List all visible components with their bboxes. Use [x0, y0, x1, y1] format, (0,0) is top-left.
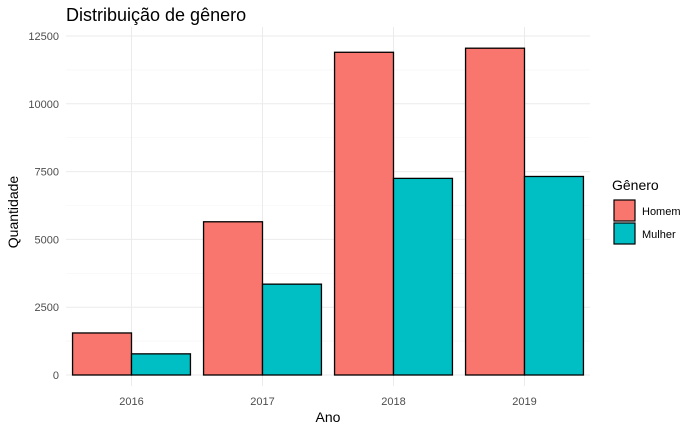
y-tick-label: 0	[53, 370, 59, 382]
legend-swatch-homem	[613, 199, 636, 222]
bar-homem-2018	[333, 51, 395, 376]
x-tick-label: 2016	[119, 396, 143, 408]
legend-label-homem: Homem	[642, 206, 681, 218]
bar-mulher-2016	[130, 353, 192, 376]
bar-homem-2019	[464, 47, 526, 376]
x-tick-label: 2017	[250, 396, 274, 408]
chart-title: Distribuição de gênero	[66, 5, 246, 25]
bar-homem-2016	[71, 332, 133, 376]
x-tick-label: 2018	[381, 396, 405, 408]
legend-label-mulher: Mulher	[642, 229, 676, 241]
x-axis-title: Ano	[316, 409, 341, 425]
legend-swatch-mulher	[613, 222, 636, 245]
bar-mulher-2018	[392, 177, 454, 376]
x-axis-tick-labels: 2016 2017 2018 2019	[119, 396, 536, 408]
y-axis-title: Quantidade	[5, 176, 21, 249]
legend: Gênero Homem Mulher	[612, 177, 681, 245]
bars	[71, 47, 585, 376]
y-axis-tick-labels: 0 2500 5000 7500 10000 12500	[28, 31, 59, 382]
y-tick-label: 2500	[35, 302, 59, 314]
legend-title: Gênero	[612, 177, 659, 193]
y-tick-label: 5000	[35, 234, 59, 246]
bar-mulher-2017	[261, 283, 323, 376]
bar-mulher-2019	[523, 175, 585, 376]
x-tick-label: 2019	[512, 396, 536, 408]
bar-homem-2017	[202, 221, 264, 376]
y-tick-label: 7500	[35, 167, 59, 179]
y-tick-label: 12500	[28, 31, 59, 43]
y-tick-label: 10000	[28, 99, 59, 111]
